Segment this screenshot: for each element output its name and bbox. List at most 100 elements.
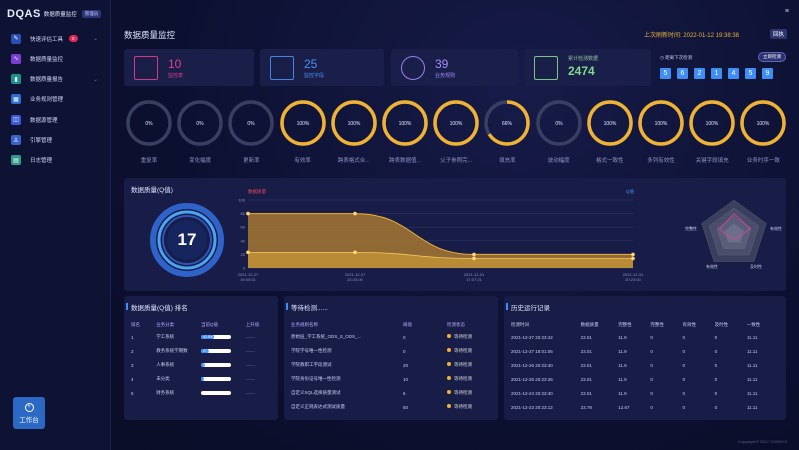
table-row[interactable]: 2021-12-24 20:23:40 23.01 11.9 0 0 0 11.11 [511,386,779,400]
history-cell: 0 [650,334,653,340]
sidebar-item[interactable]: ◫ 数据源管理 [0,111,110,128]
table-row[interactable]: 原始层_学工系统_ODS_S_ODS_... 0 等待检测 [291,330,491,344]
threshold-cell: 20 [403,362,409,368]
history-cell: 11.11 [746,376,758,382]
sidebar-item-label: 业务规则管理 [30,97,64,104]
q-value: 42.5% [202,334,213,339]
rank-cell: 4 [131,376,134,382]
q-cell: 0% [200,386,246,400]
y-tick-label: 60 [241,225,246,230]
countdown-digit: 1 [711,68,722,79]
notification-badge: 0 [69,35,78,42]
data-point[interactable] [246,250,250,255]
sidebar-item[interactable]: ▤ 日志管理 [0,152,110,169]
sidebar-item[interactable]: ▦ 业务规则管理 [0,91,110,108]
data-point[interactable] [353,250,357,255]
table-header: 及时性 [714,322,729,327]
history-cell: 11.9 [618,348,627,354]
gauge-ring: 100% [382,100,428,146]
gauge-label: 重复率 [140,158,158,164]
rank-cell: 5 [131,390,134,396]
gauge-ring: 0% [535,100,582,146]
menu-icon[interactable]: ≡ [784,8,789,15]
sidebar-item[interactable]: ✎ 快速评估工具 0 ⌄ [0,30,110,47]
sidebar-item[interactable]: ∿ 数据质量监控 [0,50,110,67]
table-row[interactable]: 2 教务系统学期数 27.5% —— [131,344,271,358]
table-row[interactable]: 2021-12-23 20:23:12 23.78 12.67 0 0 0 11.11 [511,400,779,414]
data-point[interactable] [246,211,250,216]
up-cell: —— [245,334,255,340]
category-cell: 教务系统学期数 [156,348,188,353]
gauge-ring: 100% [638,100,684,146]
threshold-cell: 0 [403,348,406,354]
table-row[interactable]: 自定义SQL选择质量测试 6 等待检测 [291,386,491,400]
gauge-label: 更新率 [243,158,260,164]
table-row[interactable]: 2021-12-25 20:23:36 23.01 11.9 0 0 0 11.11 [511,372,779,386]
data-point[interactable] [472,252,476,257]
q-value: 11.5% [202,376,213,381]
table-row[interactable]: 自定义正则表达式测试质量 50 等待检测 [291,400,491,414]
app-logo: DQAS 数据质量监控 管理员 [7,8,102,20]
sidebar-item[interactable]: ♙ 引擎管理 [0,132,110,149]
radar-ring [724,223,744,243]
table-row[interactable]: 2021-12-27 18:01:06 23.01 11.9 0 0 0 11.11 [511,344,779,358]
status-text: 等待检测 [454,348,472,353]
rule-name-cell: 自定义SQL选择质量测试 [291,390,341,395]
table-row[interactable]: 学院教职工字段测试 20 等待检测 [291,358,491,372]
gauge-ring: 100% [740,100,787,146]
q-cell: 12.5% [200,358,246,372]
table-header: 业务规则名称 [291,322,318,327]
table-row[interactable]: 5 财务系统 0% —— [131,386,271,400]
waiting-title: 等待检测...... [286,302,328,312]
y-tick-label: 40 [241,238,246,243]
data-point[interactable] [353,211,357,216]
card-value: 10 [168,57,182,71]
y-tick-label: 100 [238,198,245,203]
category-cell: 学工系统 [156,334,175,339]
refresh-button[interactable]: 回执 [769,29,787,39]
table-row[interactable]: 1 学工系统 42.5% —— [131,330,271,344]
gauge-label: 关键字段填充 [695,158,729,164]
table-row[interactable]: 学院学号唯一性检测 0 等待检测 [291,344,491,358]
up-cell: —— [245,376,255,382]
history-cell: 23.78 [580,404,592,410]
card-label: 业务规则 [435,73,456,79]
summary-card: 39 业务规则 [391,49,518,86]
page-title: 数据质量监控 [124,30,176,40]
workbench-button[interactable]: + 工作台 [13,397,45,429]
summary-card: 25 监控字段 [260,49,384,86]
gauge-label: 格式一致性 [596,158,624,164]
q-progress-bar: 42.5% [200,334,231,340]
table-row[interactable]: 3 人事系统 12.5% —— [131,358,271,372]
status-cell: 等待检测 [447,400,491,414]
radar-label: 及时性 [750,263,762,269]
table-row[interactable]: 学院身份证号唯一性检测 10 等待检测 [291,372,491,386]
history-cell: 23.01 [580,334,592,340]
sidebar-item[interactable]: ▮ 数据质量报告 ⌄ [0,71,110,88]
gauge-value: 0% [555,121,563,127]
data-point[interactable] [472,256,476,261]
threshold-cell: 10 [403,376,409,382]
countdown-digit: 4 [728,68,739,79]
gauge-label: 变化幅度 [189,158,212,164]
history-cell: 11.11 [746,362,758,368]
table-row[interactable]: 4 未分类 11.5% —— [131,372,271,386]
gauge-ring: 100% [279,100,326,146]
table-row[interactable]: 2021-12-27 20:23:42 23.01 11.9 0 0 0 11.11 [511,330,779,344]
database-icon: ◫ [11,114,21,125]
table-row[interactable]: 2021-12-26 20:23:40 23.01 11.9 0 0 0 11.11 [511,358,779,372]
gauge-value: 100% [399,121,412,127]
gauge-label: 有效率 [294,158,311,164]
gauge-value: 0% [197,121,205,127]
data-point[interactable] [631,256,635,261]
app-name: 数据质量监控 [43,12,77,18]
data-point[interactable] [631,252,635,257]
history-cell: 2021-12-27 20:23:42 [511,334,553,340]
status-cell: 等待检测 [447,386,491,400]
quality-chart-panel: 数据质量(Q值) 17 数据质量 Q值 100 80 60 40 20 0 2021-12-27… [124,178,786,291]
status-text: 等待检测 [454,404,472,409]
up-cell: —— [245,390,255,396]
detect-now-button[interactable]: 立即检测 [758,52,786,62]
history-table: 检测时间 数据质量 完整性 完整性 有效性 及时性 一致性 2021-12-27 20:23:… [511,320,779,414]
